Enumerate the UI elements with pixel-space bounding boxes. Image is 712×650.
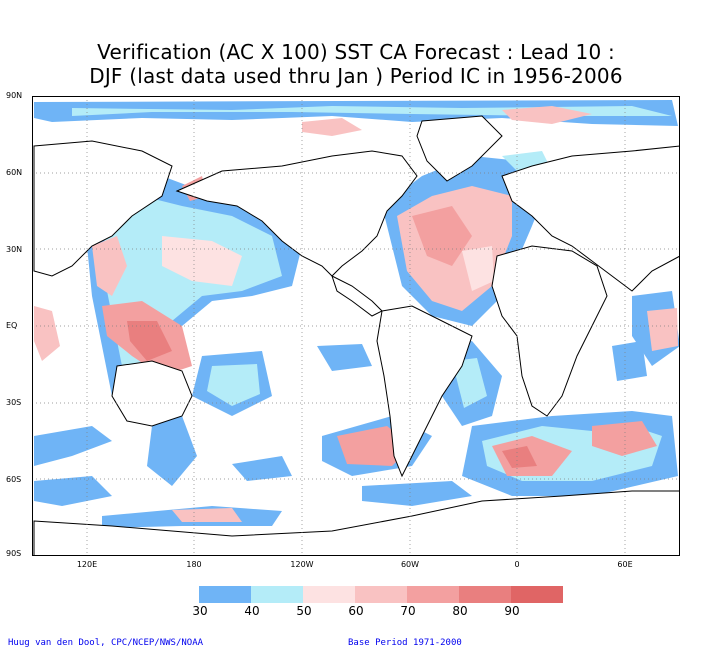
legend-swatch-90-plus (511, 586, 563, 603)
lat-label-30n: 30N (6, 245, 23, 254)
lon-label-60e: 60E (617, 560, 633, 569)
map-title-line1: Verification (AC X 100) SST CA Forecast … (97, 40, 615, 64)
coastlines (33, 115, 680, 556)
legend-swatch-80-90 (459, 586, 511, 603)
legend-label-30: 30 (192, 604, 208, 618)
legend-label-60: 60 (348, 604, 364, 618)
sst-skill-map (32, 96, 680, 556)
lon-label-120e: 120E (76, 560, 98, 569)
lon-label-60w: 60W (400, 560, 420, 569)
legend-label-70: 70 (400, 604, 416, 618)
map-title-line2: DJF (last data used thru Jan ) Period IC… (89, 64, 623, 88)
lat-label-eq: EQ (6, 321, 18, 330)
lat-label-60n: 60N (6, 168, 23, 177)
legend-label-80: 80 (452, 604, 468, 618)
legend-swatch-40-50 (251, 586, 303, 603)
legend-label-40: 40 (244, 604, 260, 618)
lon-label-0: 0 (514, 560, 520, 569)
lon-label-180: 180 (186, 560, 202, 569)
legend-label-90: 90 (504, 604, 520, 618)
credit-base-period: Base Period 1971-2000 (348, 638, 462, 648)
legend-swatch-70-80 (407, 586, 459, 603)
lat-label-90s: 90S (6, 549, 22, 558)
legend-label-50: 50 (296, 604, 312, 618)
legend-swatch-50-60 (303, 586, 355, 603)
legend-swatch-60-70 (355, 586, 407, 603)
credit-author: Huug van den Dool, CPC/NCEP/NWS/NOAA (8, 638, 204, 648)
map-frame (32, 96, 680, 556)
lon-label-120w: 120W (290, 560, 314, 569)
graticule (32, 96, 680, 556)
lat-label-90n: 90N (6, 91, 23, 100)
lat-label-60s: 60S (6, 475, 22, 484)
lat-label-30s: 30S (6, 398, 22, 407)
legend-swatch-30-40 (199, 586, 251, 603)
